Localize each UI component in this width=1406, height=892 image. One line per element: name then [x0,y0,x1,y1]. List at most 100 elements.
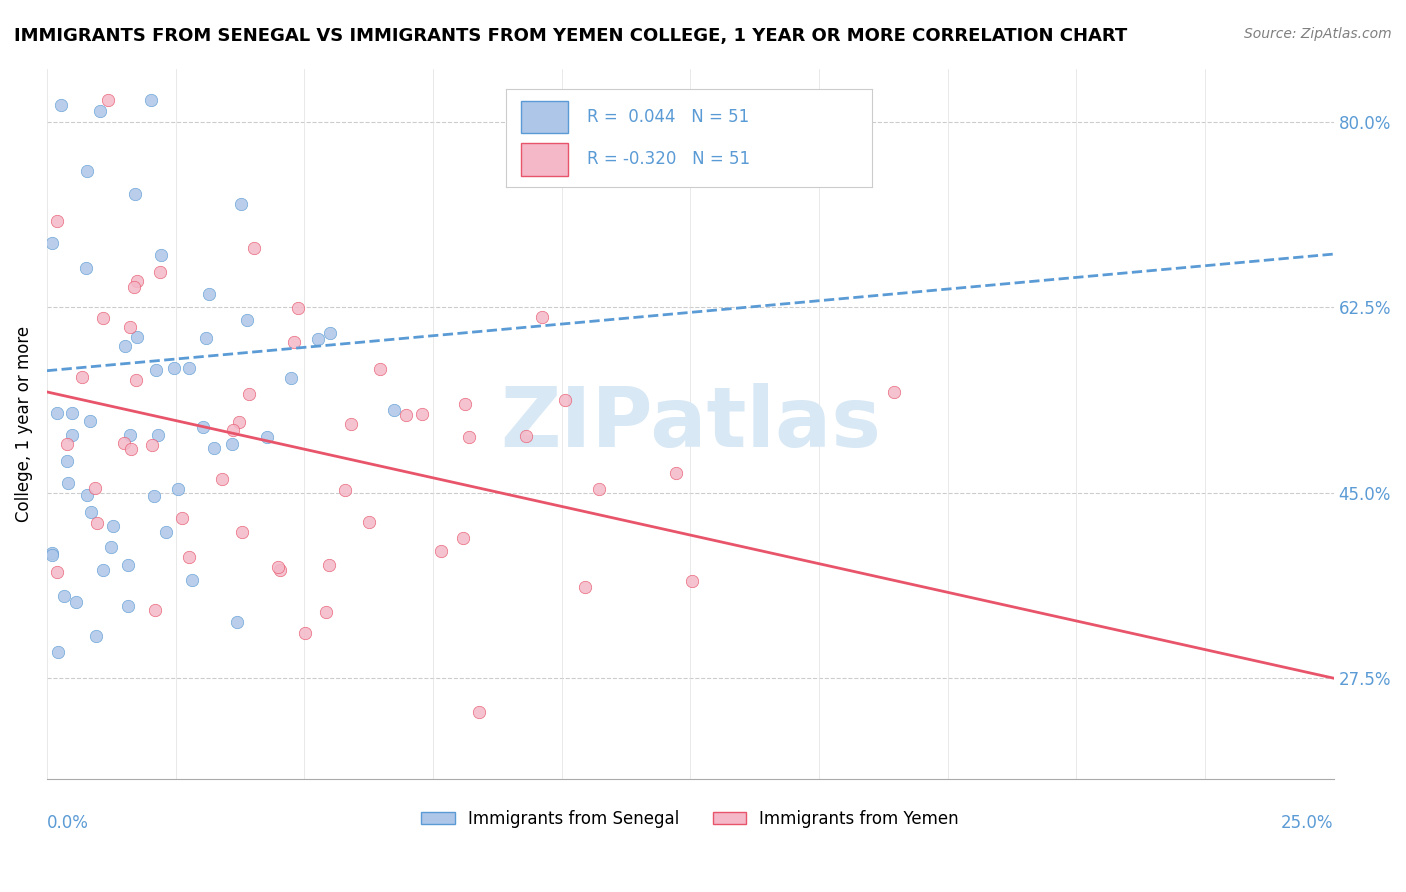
Point [124,187,146,202]
Point [76,163,98,178]
Point [41,236,63,251]
Point [122,280,145,294]
Point [357,515,380,529]
Point [530,310,553,324]
Point [318,558,340,572]
Point [46,213,69,227]
Point [41,549,63,563]
Point [238,387,260,401]
Point [225,615,247,629]
Point [287,301,309,315]
Point [141,438,163,452]
Point [89,104,111,119]
Point [315,605,337,619]
Point [117,558,139,573]
Point [91,310,114,325]
Point [515,429,537,443]
Point [145,603,167,617]
Point [333,483,356,498]
Point [280,370,302,384]
Point [143,489,166,503]
Text: R =  0.044   N = 51: R = 0.044 N = 51 [586,108,749,126]
Point [177,361,200,376]
Point [46,566,69,580]
Point [124,372,146,386]
Point [319,326,342,341]
Point [149,248,172,262]
Point [84,482,107,496]
Point [84,629,107,643]
Legend: Immigrants from Senegal, Immigrants from Yemen: Immigrants from Senegal, Immigrants from… [415,803,966,835]
Point [193,420,215,434]
Point [243,242,266,256]
Point [454,396,477,410]
Point [681,574,703,589]
Point [149,265,172,279]
Point [148,427,170,442]
Point [60,428,83,442]
Point [65,595,87,609]
Point [211,473,233,487]
Point [97,93,120,107]
Point [468,705,491,719]
Point [883,384,905,399]
Point [60,406,83,420]
Point [125,330,148,344]
Point [202,441,225,455]
Point [307,332,329,346]
Point [339,417,361,432]
Point [166,482,188,496]
Point [75,261,97,276]
Point [231,525,253,540]
FancyBboxPatch shape [520,143,568,176]
Point [120,428,142,442]
Text: ZIPatlas: ZIPatlas [499,384,880,464]
Point [80,504,103,518]
Point [458,430,481,444]
Point [451,531,474,545]
Point [91,563,114,577]
Point [163,360,186,375]
Point [382,402,405,417]
Point [221,423,243,437]
Point [56,454,79,468]
Point [256,430,278,444]
Point [145,363,167,377]
Point [395,408,418,422]
Point [49,97,72,112]
Point [120,442,142,457]
Point [574,580,596,594]
Point [101,518,124,533]
Point [117,599,139,613]
Point [46,406,69,420]
Text: 25.0%: 25.0% [1281,814,1334,831]
Point [139,93,162,107]
Y-axis label: College, 1 year or more: College, 1 year or more [15,326,32,522]
Point [221,437,243,451]
Point [235,313,257,327]
Text: Source: ZipAtlas.com: Source: ZipAtlas.com [1244,27,1392,41]
Point [55,437,77,451]
Point [665,466,688,480]
Point [195,331,218,345]
Point [269,563,291,577]
Point [76,488,98,502]
Point [283,334,305,349]
Point [41,546,63,560]
Point [588,483,610,497]
Point [266,560,288,574]
Point [46,645,69,659]
Point [294,625,316,640]
Point [229,197,252,211]
Point [411,408,433,422]
Text: 0.0%: 0.0% [46,814,89,831]
Point [79,414,101,428]
Point [197,286,219,301]
Point [114,338,136,352]
Point [100,540,122,554]
Point [112,436,135,450]
Point [228,415,250,429]
Text: IMMIGRANTS FROM SENEGAL VS IMMIGRANTS FROM YEMEN COLLEGE, 1 YEAR OR MORE CORRELA: IMMIGRANTS FROM SENEGAL VS IMMIGRANTS FR… [14,27,1128,45]
Point [155,525,177,540]
Text: R = -0.320   N = 51: R = -0.320 N = 51 [586,150,749,168]
